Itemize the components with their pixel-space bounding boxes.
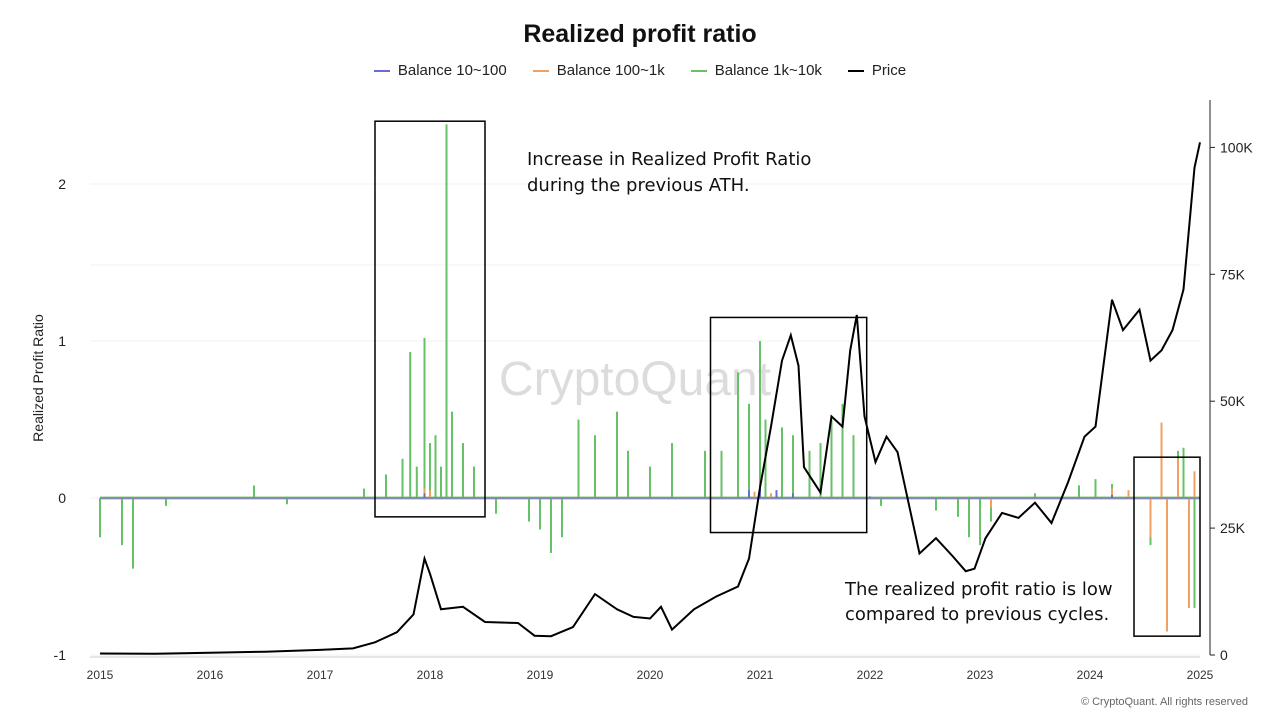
watermark-text: CryptoQuant <box>499 353 771 406</box>
left-tick-label: 2 <box>58 176 66 192</box>
chart-legend: Balance 10~100 Balance 100~1k Balance 1k… <box>0 62 1280 79</box>
annotation-text-low-line2: compared to previous cycles. <box>845 604 1109 625</box>
annotation-box-2 <box>1133 456 1201 637</box>
x-tick-label: 2023 <box>967 668 994 682</box>
x-tick-label: 2017 <box>307 668 334 682</box>
x-tick-label: 2015 <box>87 668 114 682</box>
x-tick-label: 2021 <box>747 668 774 682</box>
x-tick-label: 2024 <box>1077 668 1104 682</box>
legend-swatch-price <box>847 69 864 72</box>
left-tick-label: -1 <box>54 647 67 663</box>
right-tick-label: 50K <box>1220 393 1246 409</box>
legend-item-balance-10-100[interactable]: Balance 10~100 <box>373 62 507 79</box>
x-tick-label: 2016 <box>197 668 224 682</box>
annotation-text-ath-line2: during the previous ATH. <box>527 175 750 196</box>
x-tick-label: 2025 <box>1187 668 1214 682</box>
y-axis-label: Realized Profit Ratio <box>30 314 46 442</box>
left-tick-label: 0 <box>58 490 66 506</box>
right-tick-label: 25K <box>1220 520 1246 536</box>
right-tick-label: 75K <box>1220 266 1246 282</box>
legend-label-balance-10-100: Balance 10~100 <box>397 62 507 79</box>
legend-item-balance-1k-10k[interactable]: Balance 1k~10k <box>690 62 822 79</box>
legend-swatch-balance-10-100 <box>373 69 390 72</box>
annotation-box-0 <box>374 120 486 518</box>
legend-swatch-balance-100-1k <box>532 69 549 72</box>
chart-title: Realized profit ratio <box>523 20 757 48</box>
legend-label-balance-100-1k: Balance 100~1k <box>556 62 665 79</box>
copyright-text: © CryptoQuant. All rights reserved <box>1080 696 1248 708</box>
legend-item-balance-100-1k[interactable]: Balance 100~1k <box>532 62 665 79</box>
annotation-text-ath-line1: Increase in Realized Profit Ratio <box>527 149 811 170</box>
legend-item-price[interactable]: Price <box>847 62 907 79</box>
x-tick-label: 2020 <box>637 668 664 682</box>
annotation-box-1 <box>709 316 868 534</box>
legend-label-balance-1k-10k: Balance 1k~10k <box>714 62 822 79</box>
x-tick-label: 2019 <box>527 668 554 682</box>
right-tick-label: 100K <box>1220 139 1253 155</box>
legend-label-price: Price <box>871 62 907 79</box>
x-tick-label: 2018 <box>417 668 444 682</box>
x-tick-label: 2022 <box>857 668 884 682</box>
annotation-text-low-line1: The realized profit ratio is low <box>844 579 1113 600</box>
price-line <box>99 142 1201 655</box>
right-tick-label: 0 <box>1220 647 1228 663</box>
left-tick-label: 1 <box>58 333 66 349</box>
legend-swatch-balance-1k-10k <box>690 69 707 72</box>
